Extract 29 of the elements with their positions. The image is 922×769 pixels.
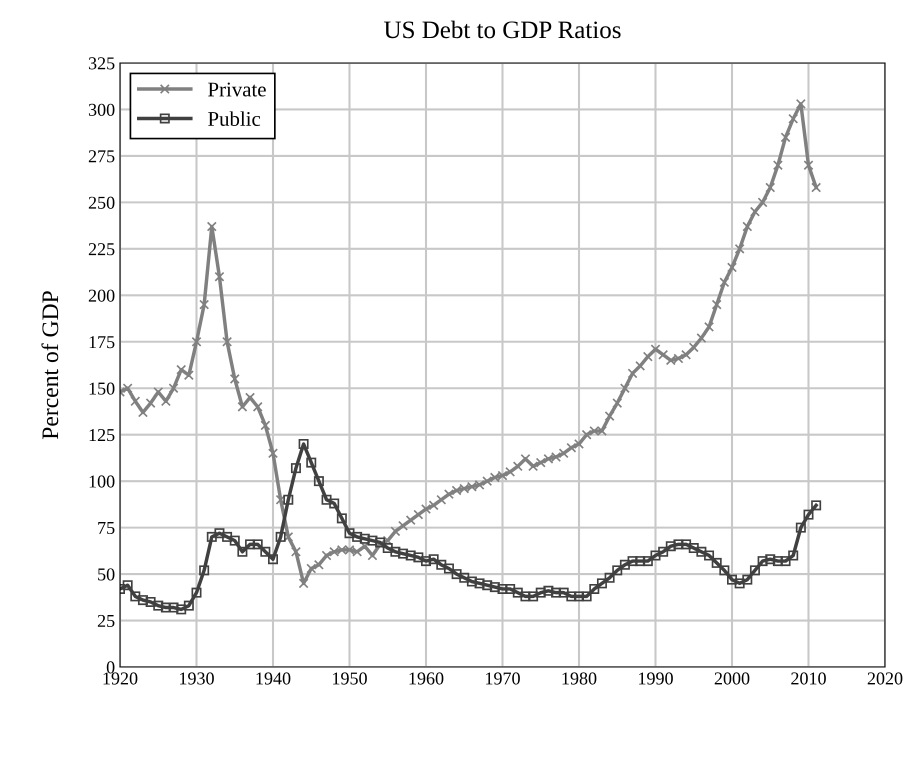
- x-tick-label: 2000: [714, 672, 750, 685]
- y-tick-label: 175: [90, 336, 114, 348]
- legend-label: Private: [208, 82, 266, 97]
- x-tick-label: 2010: [791, 672, 826, 685]
- y-tick-label: 250: [88, 196, 114, 209]
- y-tick-label: 75: [98, 522, 114, 534]
- x-tick-label: 1960: [410, 672, 444, 685]
- x-tick-label: 1950: [333, 672, 367, 685]
- y-tick-label: 25: [98, 614, 114, 627]
- x-tick-label: 1930: [180, 672, 214, 685]
- x-tick-label: 1920: [104, 672, 138, 685]
- x-tick-label: 1980: [562, 672, 596, 685]
- y-tick-label: 100: [90, 475, 114, 488]
- y-tick-label: 200: [88, 290, 114, 302]
- x-tick-label: 1940: [256, 672, 290, 685]
- x-tick-label: 1990: [639, 672, 673, 685]
- y-tick-label: 125: [90, 429, 114, 442]
- y-tick-label: 0: [106, 661, 114, 674]
- chart-title: US Debt to GDP Ratios: [384, 20, 621, 38]
- y-tick-label: 50: [98, 568, 114, 581]
- y-tick-label: 275: [88, 150, 114, 162]
- y-axis-title: Percent of GDP: [41, 291, 58, 440]
- y-tick-label: 300: [88, 104, 114, 116]
- y-tick-label: 150: [90, 382, 114, 395]
- legend-label: Public: [208, 111, 260, 126]
- x-tick-label: 1970: [486, 672, 520, 685]
- y-tick-label: 225: [88, 243, 114, 256]
- x-tick-label: 2020: [868, 672, 902, 685]
- y-tick-label: 325: [88, 57, 114, 70]
